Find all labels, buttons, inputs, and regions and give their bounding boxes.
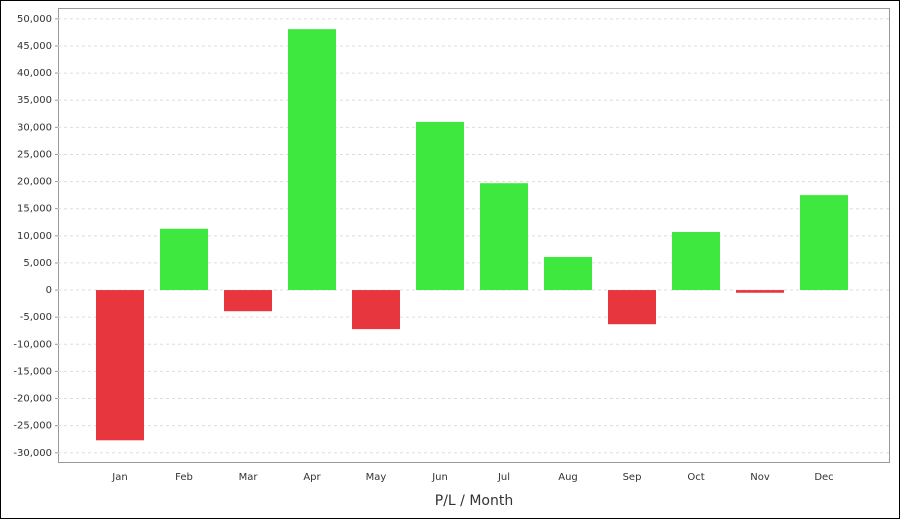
bar	[416, 121, 464, 291]
x-axis-title: P/L / Month	[435, 493, 513, 509]
bar	[160, 228, 208, 291]
x-tick-label: Dec	[814, 472, 833, 483]
bar	[352, 290, 400, 330]
y-tick-label: -30,000	[13, 448, 52, 459]
x-tick-label: Aug	[558, 472, 578, 483]
x-tick-label: May	[366, 472, 387, 483]
bar	[800, 195, 848, 291]
x-tick-label: Jul	[497, 472, 510, 483]
y-tick-label: 0	[46, 285, 52, 296]
y-tick-label: -20,000	[13, 394, 52, 405]
y-tick-label: -5,000	[20, 312, 52, 323]
y-tick-label: 30,000	[17, 122, 52, 133]
y-tick-label: 35,000	[17, 95, 52, 106]
bar	[544, 256, 592, 291]
bar	[608, 290, 656, 325]
y-tick-label: -10,000	[13, 339, 52, 350]
bar	[672, 232, 720, 291]
y-tick-label: 45,000	[17, 41, 52, 52]
x-tick-label: Apr	[303, 472, 321, 483]
y-tick-label: 50,000	[17, 14, 52, 25]
y-tick-label: 25,000	[17, 149, 52, 160]
x-tick-label: Feb	[175, 472, 193, 483]
y-tick-label: 15,000	[17, 204, 52, 215]
bar	[288, 29, 336, 291]
x-tick-label: Oct	[687, 472, 704, 483]
x-tick-label: Sep	[623, 472, 642, 483]
bar	[736, 290, 784, 293]
y-tick-label: 5,000	[23, 258, 52, 269]
y-tick-label: 40,000	[17, 68, 52, 79]
x-tick-label: Jun	[431, 472, 448, 483]
bar	[96, 290, 144, 441]
x-tick-label: Jan	[111, 472, 127, 483]
bar	[480, 183, 528, 291]
y-tick-label: 10,000	[17, 231, 52, 242]
y-tick-label: 20,000	[17, 177, 52, 188]
x-tick-label: Nov	[750, 472, 770, 483]
y-tick-label: -25,000	[13, 421, 52, 432]
y-tick-label: -15,000	[13, 366, 52, 377]
x-tick-label: Mar	[239, 472, 259, 483]
bar	[224, 290, 272, 312]
